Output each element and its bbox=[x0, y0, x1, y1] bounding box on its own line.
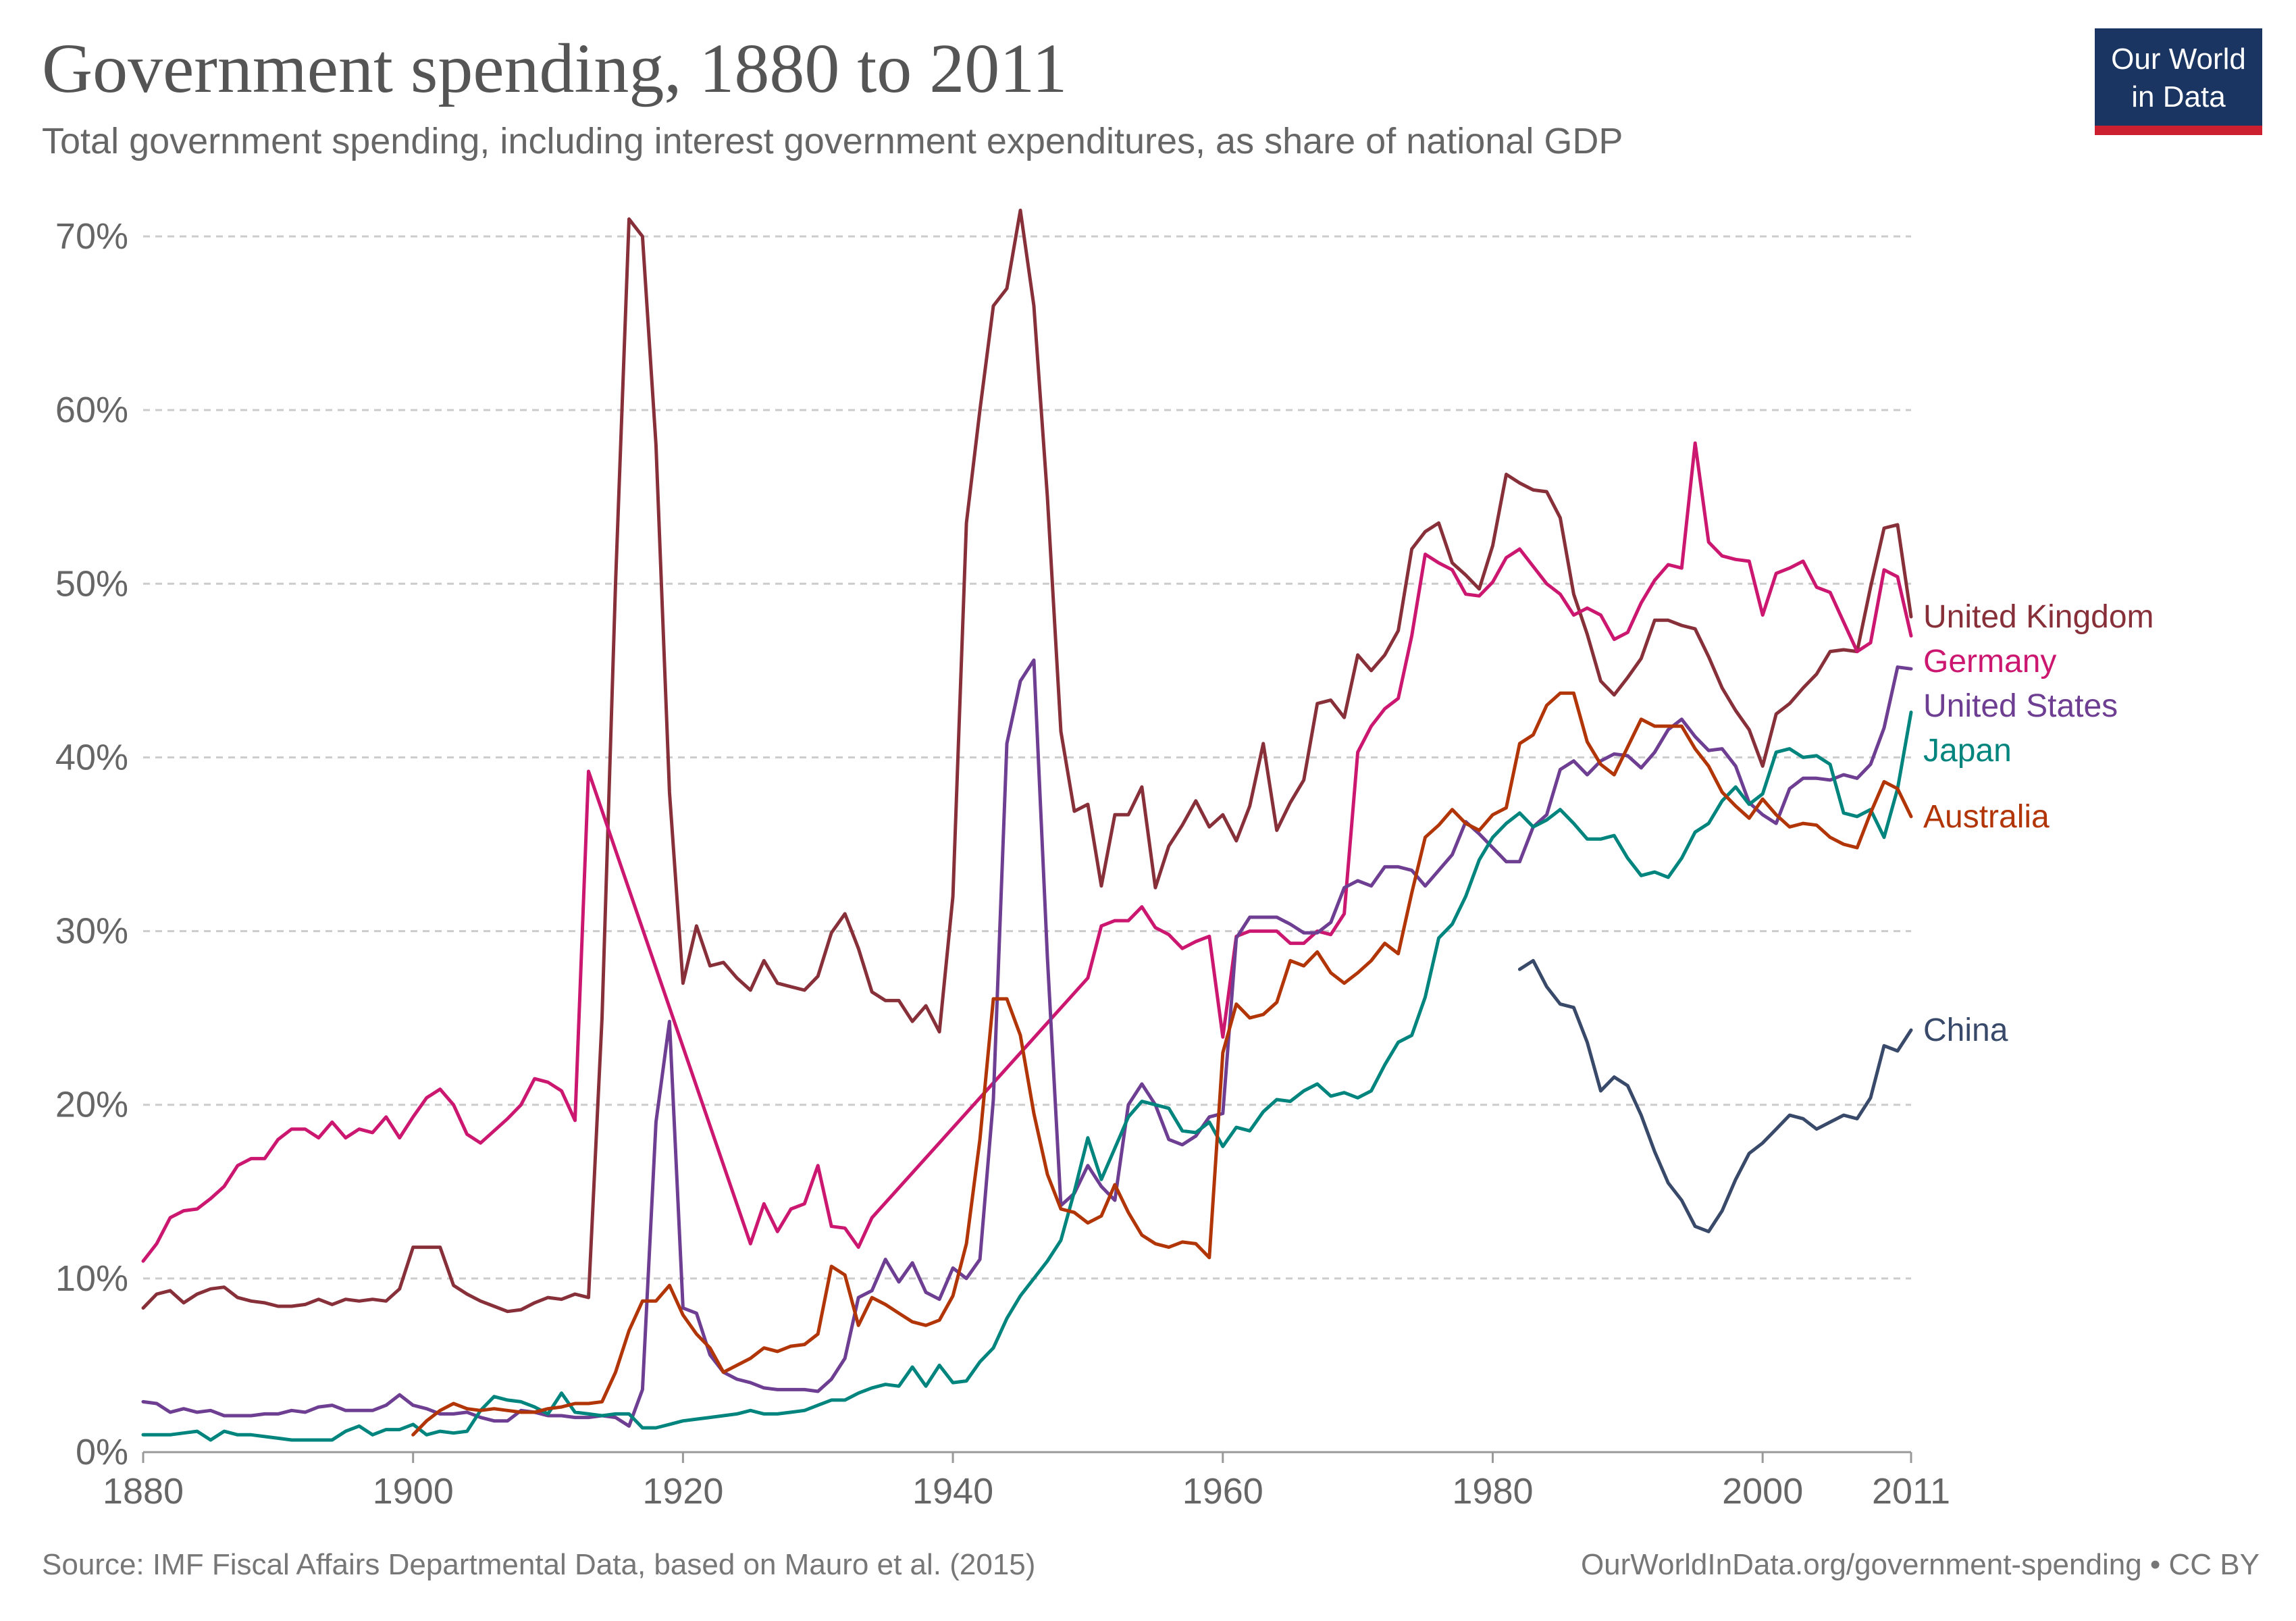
x-tick-label: 1960 bbox=[1182, 1471, 1263, 1512]
series-line-japan[interactable] bbox=[141, 711, 1913, 1442]
x-tick-label: 1940 bbox=[912, 1471, 993, 1512]
logo-line-2: in Data bbox=[2131, 80, 2226, 113]
y-tick-label: 0% bbox=[76, 1432, 128, 1472]
gridlines bbox=[143, 235, 1911, 1280]
y-tick-label: 30% bbox=[55, 911, 128, 952]
x-tick-label: 1900 bbox=[373, 1471, 454, 1512]
chart-subtitle: Total government spending, including int… bbox=[42, 121, 1623, 161]
logo-accent-bar bbox=[2095, 126, 2262, 135]
source-note: Source: IMF Fiscal Affairs Departmental … bbox=[42, 1548, 1036, 1581]
y-tick-label: 10% bbox=[55, 1258, 128, 1299]
y-tick-label: 60% bbox=[55, 390, 128, 430]
series-label-australia[interactable]: Australia bbox=[1923, 799, 2050, 835]
credit-link[interactable]: OurWorldInData.org/government-spending •… bbox=[1580, 1548, 2260, 1581]
y-tick-label: 40% bbox=[55, 737, 128, 777]
series-label-united-kingdom[interactable]: United Kingdom bbox=[1923, 599, 2154, 635]
series-label-china[interactable]: China bbox=[1923, 1012, 2008, 1048]
x-tick-label: 1920 bbox=[642, 1471, 723, 1512]
y-tick-label: 70% bbox=[55, 216, 128, 257]
x-tick-label: 2011 bbox=[1872, 1471, 1950, 1512]
series-label-germany[interactable]: Germany bbox=[1923, 644, 2056, 679]
series-line-germany[interactable] bbox=[141, 441, 1913, 1263]
series-label-japan[interactable]: Japan bbox=[1923, 733, 2012, 769]
series-labels: United Kingdom Germany United States Japan A… bbox=[1923, 599, 2154, 1048]
series-line-australia[interactable] bbox=[411, 691, 1913, 1437]
owid-logo[interactable]: Our World in Data bbox=[2095, 28, 2262, 135]
series-line-china[interactable] bbox=[1517, 958, 1913, 1233]
series-line-united-kingdom[interactable] bbox=[141, 208, 1913, 1314]
logo-line-1: Our World bbox=[2111, 43, 2246, 76]
y-tick-label: 20% bbox=[55, 1085, 128, 1125]
series-label-united-states[interactable]: United States bbox=[1923, 688, 2118, 724]
series-lines bbox=[141, 208, 1913, 1442]
y-tick-label: 50% bbox=[55, 563, 128, 604]
x-tick-label: 2000 bbox=[1722, 1471, 1803, 1512]
chart-title: Government spending, 1880 to 2011 bbox=[42, 30, 1068, 107]
axes: 0% 10% 20% 30% 40% 50% 60% 70% 1880 1900 1920 1940 1… bbox=[55, 216, 1950, 1512]
x-tick-label: 1980 bbox=[1452, 1471, 1533, 1512]
x-tick-label: 1880 bbox=[103, 1471, 184, 1512]
